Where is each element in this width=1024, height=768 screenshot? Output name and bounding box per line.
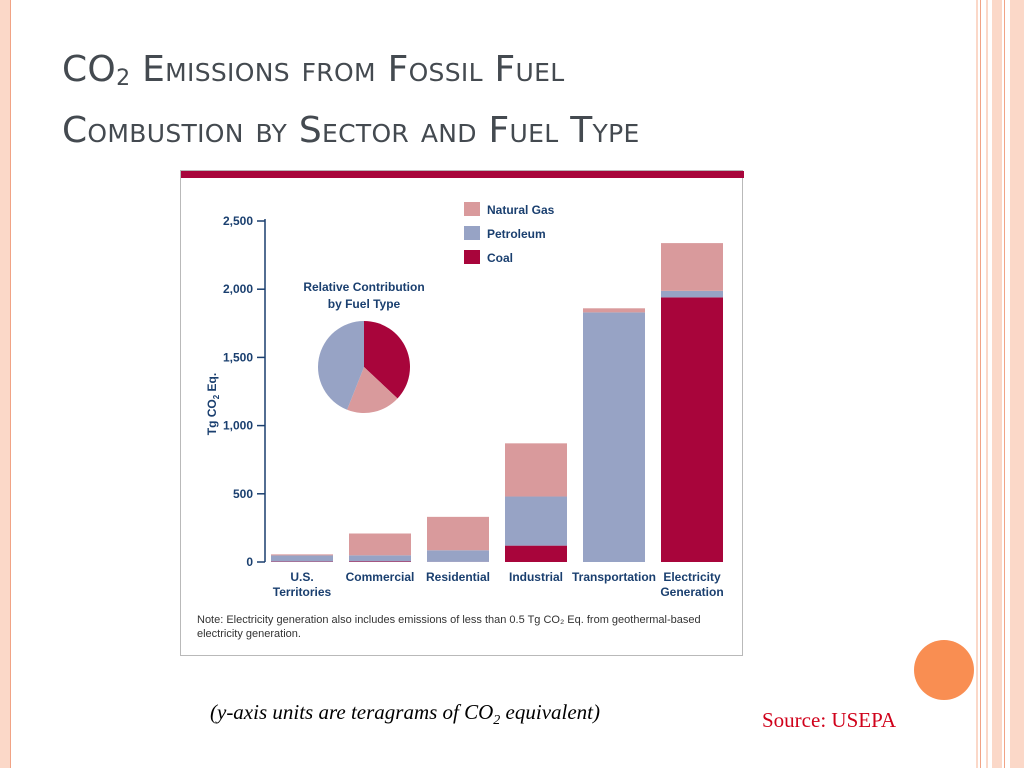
bar-natural-gas	[583, 308, 645, 313]
slide-title: CO2 Emissions from Fossil Fuel Combustio…	[62, 44, 882, 157]
y-tick-label: 500	[233, 487, 253, 501]
bar-petroleum	[427, 550, 489, 562]
chart-figure: 0 500 1,000 1,500 2,000 2,500 U.S. Territories C…	[180, 170, 744, 656]
chart-top-band	[181, 171, 744, 178]
bar-petroleum	[661, 290, 723, 298]
left-decor-strip	[0, 0, 10, 768]
y-tick-label: 2,000	[223, 282, 253, 296]
y-tick-label: 0	[246, 555, 253, 569]
bar-coal	[505, 545, 567, 562]
title-line1-rest: Emissions from Fossil Fuel	[130, 49, 565, 90]
y-axis-units-caption: (y-axis units are teragrams of CO2 equiv…	[210, 700, 601, 729]
bar-chart: 0 500 1,000 1,500 2,000 2,500 U.S. Territories C…	[181, 171, 744, 640]
legend-label: Natural Gas	[487, 203, 555, 217]
y-axis-label: Tg CO2 Eq.	[205, 373, 221, 435]
y-tick-label: 1,500	[223, 350, 253, 364]
bar-petroleum	[271, 555, 333, 562]
pie-slice-coal	[364, 321, 410, 399]
pie-title-line2: by Fuel Type	[328, 297, 401, 311]
x-tick-label: Industrial	[509, 570, 563, 584]
x-tick-label: U.S. Territories	[273, 570, 332, 599]
bar-natural-gas	[505, 443, 567, 497]
bar-petroleum	[583, 312, 645, 562]
bar-petroleum	[505, 496, 567, 546]
bar-natural-gas	[661, 243, 723, 291]
chart-note-line2: electricity generation.	[197, 628, 301, 640]
chart-note-line1: Note: Electricity generation also includ…	[197, 614, 701, 626]
source-credit: Source: USEPA	[762, 708, 896, 732]
title-line2: Combustion by Sector and Fuel Type	[62, 110, 640, 151]
legend-swatch	[464, 250, 480, 264]
right-decor-stripes	[976, 0, 1024, 768]
bar-coal	[661, 297, 723, 562]
bar-natural-gas	[349, 533, 411, 556]
x-tick-label: Transportation	[572, 570, 656, 584]
bar-natural-gas	[427, 516, 489, 551]
title-prefix: CO	[62, 49, 117, 90]
legend-swatch	[464, 202, 480, 216]
left-decor-line	[10, 0, 11, 768]
legend-label: Petroleum	[487, 227, 546, 241]
legend-label: Coal	[487, 251, 513, 265]
bar-petroleum	[349, 555, 411, 562]
pie-slice-petroleum	[318, 321, 364, 410]
x-tick-label: Residential	[426, 570, 490, 584]
pie-title-line1: Relative Contribution	[303, 280, 424, 294]
title-subscript: 2	[116, 66, 131, 91]
x-tick-label: Commercial	[346, 570, 415, 584]
pie-slice-natural-gas	[347, 367, 398, 413]
y-tick-label: 2,500	[223, 214, 253, 228]
legend-swatch	[464, 226, 480, 240]
bar-coal	[349, 561, 411, 562]
bar-natural-gas	[271, 554, 333, 556]
y-tick-label: 1,000	[223, 419, 253, 433]
x-tick-label: Electricity Generation	[660, 570, 723, 599]
decor-circle	[914, 640, 974, 700]
